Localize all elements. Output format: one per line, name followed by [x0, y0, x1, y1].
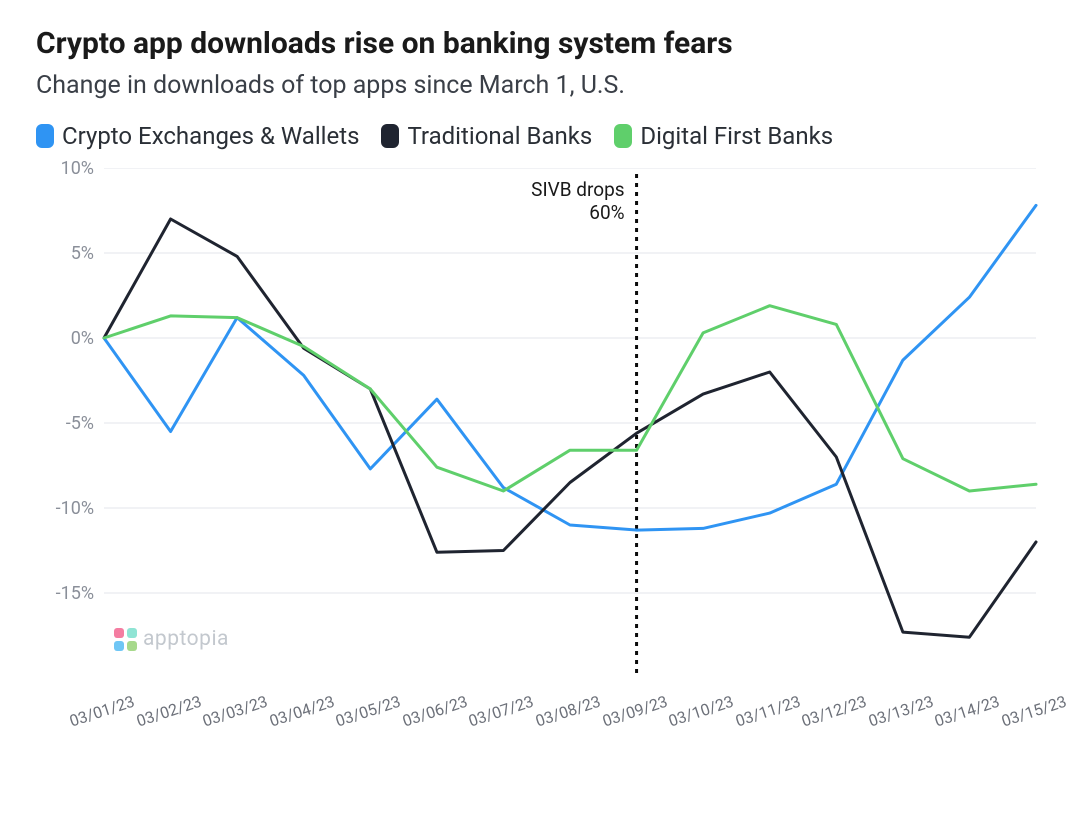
watermark-icon: [114, 628, 137, 651]
y-axis-label: -10%: [36, 498, 94, 519]
legend-item: Traditional Banks: [381, 122, 592, 150]
annotation-text: SIVB drops60%: [497, 178, 625, 224]
chart-svg: [36, 168, 1040, 780]
chart-container: apptopia 10%5%0%-5%-10%-15%03/01/2303/02…: [36, 168, 1040, 780]
gridlines: [104, 168, 1036, 593]
watermark: apptopia: [114, 627, 229, 651]
y-axis-label: -5%: [36, 413, 94, 434]
legend-swatch: [381, 124, 399, 148]
legend: Crypto Exchanges & Wallets Traditional Ba…: [36, 122, 1044, 150]
series-line: [104, 219, 1036, 637]
legend-swatch: [614, 124, 632, 148]
y-axis-label: -15%: [36, 583, 94, 604]
legend-label: Digital First Banks: [640, 122, 833, 150]
watermark-text: apptopia: [143, 627, 229, 651]
chart-subtitle: Change in downloads of top apps since Ma…: [36, 71, 1044, 100]
legend-label: Crypto Exchanges & Wallets: [62, 122, 359, 150]
legend-swatch: [36, 124, 54, 148]
y-axis-label: 10%: [36, 158, 94, 179]
annotation-line1: SIVB drops: [497, 178, 625, 201]
legend-item: Digital First Banks: [614, 122, 833, 150]
series-line: [104, 306, 1036, 491]
legend-label: Traditional Banks: [407, 122, 592, 150]
y-axis-label: 5%: [36, 243, 94, 264]
annotation-line2: 60%: [497, 201, 625, 224]
legend-item: Crypto Exchanges & Wallets: [36, 122, 359, 150]
y-axis-label: 0%: [36, 328, 94, 349]
chart-title: Crypto app downloads rise on banking sys…: [36, 26, 1044, 61]
